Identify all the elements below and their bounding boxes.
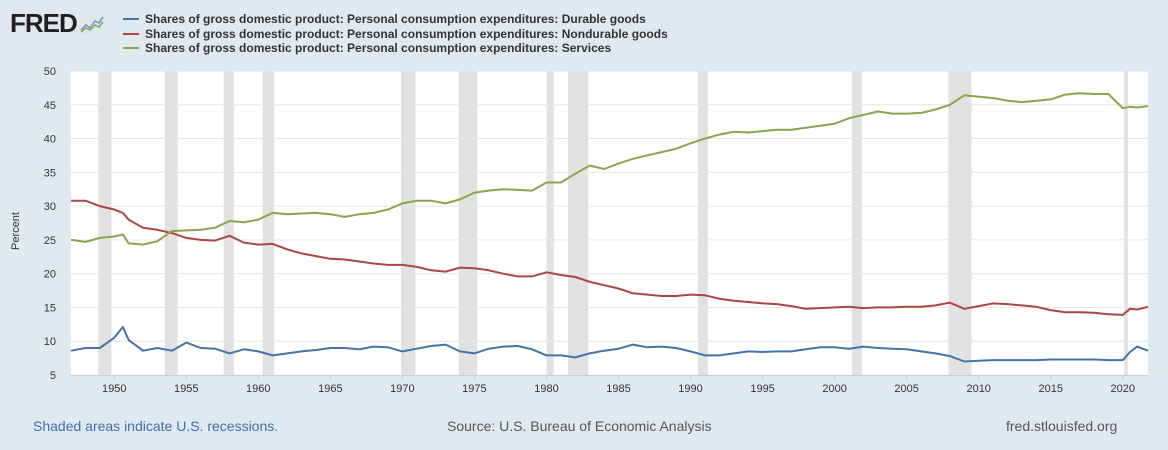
- x-tick-label: 1955: [174, 383, 198, 395]
- y-tick-label: 5: [50, 370, 56, 382]
- legend-swatch: [123, 32, 139, 35]
- series-line-nondurable-goods: [71, 199, 1149, 316]
- recession-band: [223, 71, 234, 375]
- x-tick-label: 1980: [534, 383, 558, 395]
- x-tick-label: 1990: [678, 383, 702, 395]
- y-tick-label: 30: [44, 201, 56, 213]
- x-tick-label: 1975: [462, 383, 486, 395]
- legend-item-nondurable[interactable]: Shares of gross domestic product: Person…: [123, 27, 668, 42]
- series-line-durable-goods: [70, 326, 1149, 363]
- series-line-services: [70, 92, 1149, 246]
- y-tick-label: 45: [44, 100, 56, 112]
- y-tick-label: 35: [44, 167, 56, 179]
- x-tick-label: 1965: [318, 383, 342, 395]
- recession-band: [458, 71, 478, 375]
- x-tick-label: 2020: [1111, 383, 1135, 395]
- x-tick-label: 1950: [102, 383, 126, 395]
- fred-logo[interactable]: FRED: [10, 8, 105, 39]
- y-tick-label: 50: [44, 66, 56, 78]
- recession-band: [851, 71, 863, 375]
- logo-text: FRED: [10, 8, 78, 38]
- legend-swatch: [123, 18, 139, 21]
- legend-swatch: [123, 47, 139, 50]
- recession-band: [948, 71, 972, 375]
- recession-note[interactable]: Shaded areas indicate U.S. recessions.: [33, 418, 279, 434]
- recession-band: [568, 71, 589, 375]
- legend-label: Shares of gross domestic product: Person…: [145, 26, 668, 41]
- x-tick-label: 2015: [1039, 383, 1063, 395]
- y-tick-label: 25: [44, 235, 56, 247]
- x-tick-label: 2000: [822, 383, 846, 395]
- x-tick-label: 2005: [894, 383, 918, 395]
- recession-band: [98, 71, 112, 375]
- x-tick-label: 1970: [390, 383, 414, 395]
- y-tick-label: 20: [44, 269, 56, 281]
- y-tick-label: 40: [44, 134, 56, 146]
- source-text: Source: U.S. Bureau of Economic Analysis: [447, 418, 712, 434]
- x-tick-label: 1985: [606, 383, 630, 395]
- legend-item-durable[interactable]: Shares of gross domestic product: Person…: [123, 12, 668, 27]
- legend-label: Shares of gross domestic product: Person…: [145, 12, 646, 26]
- x-tick-label: 1995: [750, 383, 774, 395]
- x-tick-label: 2010: [966, 383, 990, 395]
- legend-label: Shares of gross domestic product: Person…: [145, 41, 612, 55]
- y-tick-label: 10: [44, 336, 56, 348]
- y-tick-label: 15: [44, 302, 56, 314]
- x-tick-label: 1960: [246, 383, 270, 395]
- line-chart-icon: [78, 13, 105, 34]
- recession-band: [1124, 71, 1128, 375]
- recession-band: [546, 71, 554, 375]
- legend: Shares of gross domestic product: Person…: [123, 12, 668, 56]
- site-link[interactable]: fred.stlouisfed.org: [1006, 418, 1118, 434]
- recession-band: [697, 71, 708, 375]
- recession-band: [400, 71, 416, 375]
- recession-band: [262, 71, 275, 375]
- legend-item-services[interactable]: Shares of gross domestic product: Person…: [123, 41, 668, 56]
- recession-band: [164, 71, 178, 375]
